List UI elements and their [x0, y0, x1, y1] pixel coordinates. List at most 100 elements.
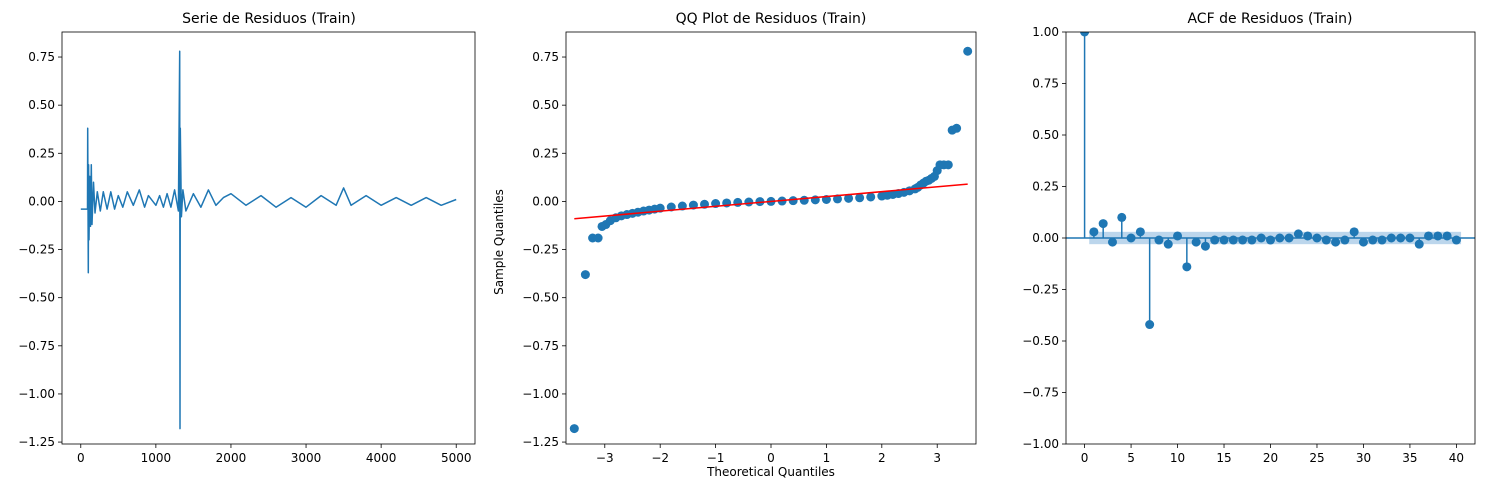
- acf-stem-marker: [1247, 235, 1257, 245]
- acf-stem-marker: [1331, 237, 1341, 247]
- acf-stem-marker: [1080, 32, 1090, 37]
- acf-stem-marker: [1424, 231, 1434, 241]
- acf-stem-marker: [1191, 237, 1201, 247]
- qq-plot-xtick-label: 3: [933, 451, 941, 465]
- acf-xtick-label: 40: [1449, 451, 1464, 465]
- residual-series-ytick-label: −0.50: [18, 291, 55, 305]
- qq-plot-marks: [569, 46, 973, 434]
- acf-stem-marker: [1117, 212, 1127, 222]
- qq-plot-xtick-label: −2: [651, 451, 669, 465]
- acf-ytick-label: −0.50: [1022, 334, 1059, 348]
- acf-stem-marker: [1266, 235, 1275, 245]
- acf-stem-marker: [1377, 235, 1387, 245]
- qq-plot-xtick-label: −3: [596, 451, 614, 465]
- acf-ytick-label: 0.25: [1032, 180, 1059, 194]
- acf-stem-marker: [1303, 231, 1313, 241]
- residual-series-xtick-label: 5000: [441, 451, 472, 465]
- qq-plot-xlabel: Theoretical Quantiles: [706, 465, 835, 479]
- acf-plot-area: 0 5 10 15 20 25 30 35 40 −1.00 −0.75 −0.50 −0.25 0.00…: [1022, 25, 1476, 465]
- qq-plot-point: [943, 160, 953, 170]
- acf-xtick-label: 25: [1309, 451, 1324, 465]
- acf-marks: [1066, 32, 1475, 330]
- acf-stem-marker: [1414, 239, 1424, 249]
- acf-stem-marker: [1321, 235, 1331, 245]
- acf-ytick-label: 0.00: [1032, 231, 1059, 245]
- residual-series-ytick-label: −1.25: [18, 435, 55, 449]
- qq-plot-point: [788, 196, 798, 206]
- residual-series-axes-frame: [61, 31, 476, 445]
- acf-stem-marker: [1210, 235, 1220, 245]
- qq-plot-xtick-label: 2: [878, 451, 886, 465]
- acf-stem-marker: [1312, 233, 1322, 243]
- qq-plot-ytick-label: 0.50: [532, 98, 559, 112]
- qq-plot-point: [744, 197, 754, 207]
- acf-stem-marker: [1275, 233, 1285, 243]
- acf-ytick-label: 1.00: [1032, 25, 1059, 39]
- acf-stem-marker: [1154, 235, 1164, 245]
- residual-series-ytick-label: 0.75: [28, 50, 55, 64]
- acf-stem-marker: [1173, 231, 1183, 241]
- residual-series-xtick-label: 3000: [291, 451, 322, 465]
- qq-plot-point: [593, 233, 603, 243]
- qq-plot-ytick-label: 0.25: [532, 146, 559, 160]
- qq-plot-ytick-label: −1.00: [522, 387, 559, 401]
- qq-plot-point: [569, 424, 579, 434]
- acf-stem-marker: [1163, 239, 1173, 249]
- acf-stem-marker: [1107, 237, 1117, 247]
- qq-plot-point: [855, 193, 865, 203]
- qq-plot-point: [963, 46, 973, 56]
- acf-stem-marker: [1238, 235, 1248, 245]
- acf-stem-marker: [1182, 262, 1192, 272]
- residual-series-ytick-label: −0.75: [18, 339, 55, 353]
- qq-plot-plot-area: −3 −2 −1 0 1 2 3 −1.25 −1.00 −0.75 −0.50 −0.25 0.00 0…: [522, 31, 977, 465]
- acf-stem-marker: [1340, 235, 1350, 245]
- qq-plot-point: [755, 197, 765, 207]
- qq-plot-point: [666, 202, 676, 212]
- acf-ytick-label: 0.50: [1032, 128, 1059, 142]
- residual-series-ytick-label: 0.25: [28, 146, 55, 160]
- qq-plot-xtick-label: 1: [823, 451, 831, 465]
- qq-plot-title: QQ Plot de Residuos (Train): [676, 11, 867, 27]
- acf-xtick-label: 20: [1263, 451, 1278, 465]
- acf-panel: ACF de Residuos (Train) 0 5 10 15 20 25 30 35 40…: [1022, 11, 1476, 465]
- qq-plot-point: [799, 195, 809, 205]
- acf-stem-marker: [1358, 237, 1368, 247]
- acf-stem-marker: [1349, 227, 1359, 237]
- qq-plot-panel: QQ Plot de Residuos (Train) −3 −2 −1 0 1 2 3 −1…: [492, 11, 977, 479]
- residual-series-title: Serie de Residuos (Train): [182, 11, 356, 27]
- residual-series-xtick-label: 0: [77, 451, 85, 465]
- acf-stem-marker: [1451, 235, 1461, 245]
- residual-series-xtick-label: 2000: [216, 451, 247, 465]
- residual-series-xtick-label: 1000: [141, 451, 172, 465]
- acf-stem-marker: [1433, 231, 1443, 241]
- qq-plot-point: [580, 270, 590, 280]
- residual-series-ytick-label: 0.00: [28, 194, 55, 208]
- qq-plot-ytick-label: −0.50: [522, 291, 559, 305]
- residual-series-ytick-label: −0.25: [18, 243, 55, 257]
- acf-stem-marker: [1089, 227, 1099, 237]
- residual-series-xtick-label: 4000: [366, 451, 397, 465]
- acf-ytick-label: −1.00: [1022, 437, 1059, 451]
- qq-plot-point: [952, 123, 962, 133]
- qq-plot-xtick-label: −1: [707, 451, 725, 465]
- acf-xtick-label: 0: [1081, 451, 1089, 465]
- acf-stem-marker: [1405, 233, 1415, 243]
- acf-stem-marker: [1284, 233, 1294, 243]
- acf-xtick-label: 15: [1216, 451, 1231, 465]
- acf-stem-marker: [1386, 233, 1396, 243]
- acf-stem-marker: [1368, 235, 1378, 245]
- acf-ytick-label: 0.75: [1032, 77, 1059, 91]
- qq-plot-point: [733, 197, 743, 207]
- acf-xtick-label: 35: [1402, 451, 1417, 465]
- qq-plot-ytick-label: −1.25: [522, 435, 559, 449]
- qq-plot-ytick-label: −0.25: [522, 243, 559, 257]
- residual-series-marks: [80, 50, 457, 430]
- acf-stem-marker: [1200, 241, 1210, 251]
- qq-plot-point: [844, 193, 854, 203]
- residual-series-panel: Serie de Residuos (Train) 0 1000 2000 3000 4…: [18, 11, 476, 465]
- residual-series-plot-area: 0 1000 2000 3000 4000 5000 −1.25 −1.00 −0.75 −0.5…: [18, 31, 476, 465]
- acf-xtick-label: 5: [1127, 451, 1135, 465]
- qq-plot-ytick-label: 0.75: [532, 50, 559, 64]
- qq-plot-xtick-label: 0: [767, 451, 775, 465]
